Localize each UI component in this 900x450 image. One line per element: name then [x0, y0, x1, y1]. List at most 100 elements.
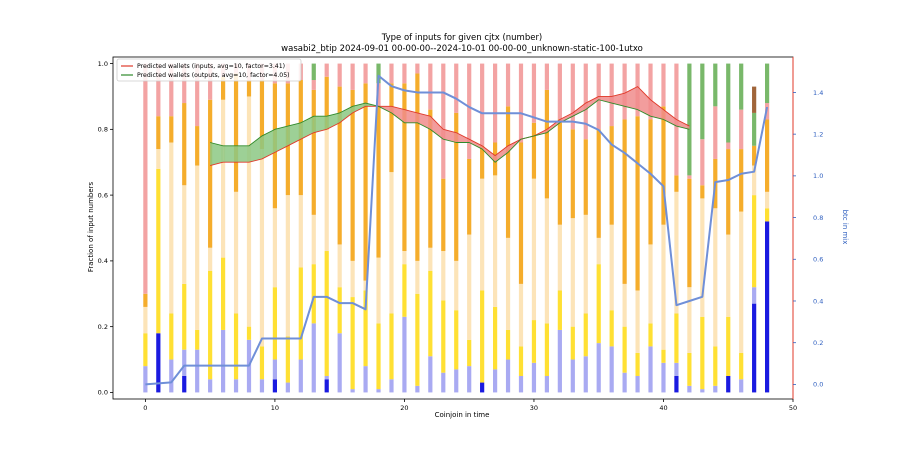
bar-segment-4-4 — [195, 126, 200, 166]
bar-segment-31-1 — [544, 375, 549, 393]
bar-segment-13-2 — [311, 264, 316, 324]
bar-segment-46-2 — [739, 352, 744, 380]
y2-axis-label: btc in mix — [841, 210, 849, 245]
bar-segment-7-2 — [233, 313, 239, 380]
band-segment-20 — [469, 139, 483, 150]
bar-segment-47-0 — [752, 303, 757, 393]
bar-segment-39-2 — [648, 323, 653, 347]
band-segment-28 — [572, 103, 586, 117]
bar-segment-35-3 — [596, 237, 601, 265]
band-segment-36 — [676, 119, 690, 130]
bar-segment-0-5 — [143, 63, 148, 294]
x-tick-label-5: 50 — [789, 404, 797, 412]
bar-segment-31-4 — [544, 89, 549, 199]
bar-segment-43-4 — [700, 185, 705, 199]
series-lines — [145, 74, 769, 386]
bar-segment-45-6 — [726, 63, 731, 143]
bar-segment-29-3 — [518, 283, 524, 347]
bar-segment-39-5 — [648, 63, 653, 120]
bar-segment-45-2 — [726, 316, 731, 376]
bar-segment-28-3 — [505, 237, 511, 330]
bar-segment-10-1 — [272, 359, 277, 380]
bar-segment-26-4 — [480, 145, 485, 179]
bar-segment-4-1 — [195, 349, 200, 393]
bar-segment-46-5 — [739, 109, 744, 150]
bar-segment-2-5 — [169, 63, 174, 117]
bar-segment-26-2 — [480, 290, 485, 383]
y2-tick-label-3: 0.6 — [813, 256, 823, 264]
legend: Predicted wallets (inputs, avg=10, facto… — [116, 58, 302, 82]
bar-segment-23-3 — [441, 251, 446, 301]
bar-segment-6-4 — [221, 76, 226, 100]
bar-segment-15-5 — [337, 63, 342, 87]
band-segment-10 — [339, 106, 353, 123]
bar-segment-1-3 — [156, 149, 161, 169]
outputs-prediction-line — [210, 99, 690, 163]
band-segment-33 — [637, 86, 651, 117]
bar-segment-17-4 — [363, 83, 368, 281]
bar-segment-11-2 — [285, 336, 290, 383]
bar-segment-9-1 — [259, 379, 265, 393]
bar-segment-18-4 — [376, 106, 381, 258]
bar-segment-33-1 — [570, 359, 575, 393]
bar-segment-20-3 — [402, 251, 407, 265]
bar-segment-18-1 — [376, 389, 381, 393]
bar-segment-46-4 — [739, 149, 744, 212]
bar-segment-22-1 — [428, 356, 433, 393]
bar-segment-24-4 — [454, 112, 459, 261]
bar-segment-31-3 — [544, 198, 549, 324]
bar-segment-6-1 — [221, 329, 226, 393]
band-segment-29 — [585, 96, 599, 110]
bar-segment-34-2 — [583, 313, 588, 357]
bar-segment-44-3 — [713, 208, 718, 347]
bar-segment-42-1 — [687, 385, 692, 393]
bar-segment-28-1 — [505, 359, 511, 393]
bar-segment-39-3 — [648, 244, 653, 324]
bar-segment-40-2 — [661, 349, 666, 363]
inputs-prediction-line — [210, 86, 690, 166]
bar-segment-3-4 — [182, 103, 187, 186]
bar-segment-48-3 — [765, 191, 770, 209]
bar-segment-14-1 — [324, 375, 329, 380]
bar-segment-16-3 — [350, 260, 355, 298]
bar-segment-13-5 — [311, 80, 316, 90]
bar-segment-42-6 — [687, 63, 692, 176]
bar-segment-5-1 — [208, 379, 213, 393]
bar-segment-16-4 — [350, 89, 355, 261]
band-segment-7 — [300, 116, 314, 140]
bar-segment-39-4 — [648, 119, 653, 245]
band-segment-1 — [223, 145, 237, 163]
bar-segment-40-4 — [661, 106, 666, 225]
bar-segment-15-2 — [337, 287, 342, 334]
band-segment-8 — [313, 116, 327, 133]
bar-segment-28-2 — [505, 329, 511, 360]
bar-segment-35-2 — [596, 264, 601, 344]
bar-segment-8-4 — [246, 80, 252, 97]
bar-segment-13-6 — [311, 63, 316, 81]
bar-segment-8-3 — [246, 96, 252, 327]
bar-segment-47-6 — [752, 112, 757, 146]
bar-segment-4-5 — [195, 63, 200, 127]
bar-segment-14-0 — [324, 379, 329, 393]
band-segment-0 — [210, 142, 224, 166]
bar-segment-45-4 — [726, 149, 731, 235]
bar-segment-43-1 — [700, 389, 705, 393]
legend-label-0: Predicted wallets (inputs, avg=10, facto… — [137, 63, 285, 70]
bar-segment-26-0 — [480, 382, 485, 393]
btc-in-mix-line — [145, 74, 769, 386]
bar-segment-24-2 — [454, 310, 459, 370]
bar-segment-11-1 — [285, 382, 290, 393]
bar-segment-5-4 — [208, 99, 213, 248]
band-segment-31 — [611, 93, 625, 107]
bar-segment-17-2 — [363, 290, 368, 367]
bar-segment-21-4 — [415, 73, 420, 261]
bar-segment-34-1 — [583, 356, 588, 393]
bar-segment-33-3 — [570, 218, 575, 327]
bar-segment-27-2 — [493, 306, 498, 370]
bar-segment-36-1 — [609, 346, 614, 393]
bar-segment-45-0 — [726, 375, 731, 393]
band-segment-19 — [456, 132, 470, 143]
bar-segment-39-1 — [648, 346, 653, 393]
bar-segment-43-5 — [700, 139, 705, 186]
bar-segment-34-4 — [583, 139, 588, 215]
